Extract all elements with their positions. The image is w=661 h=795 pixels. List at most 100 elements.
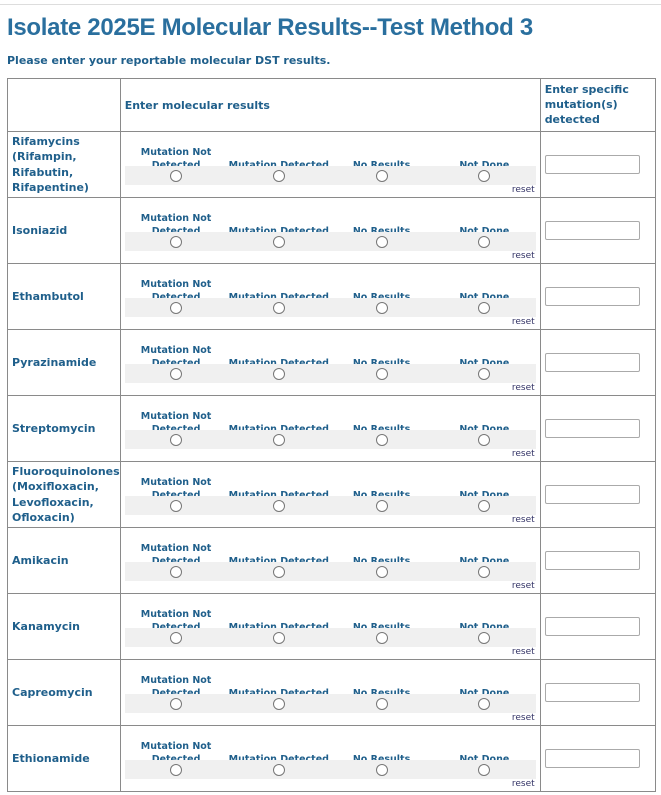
reset-link[interactable]: reset [511,317,535,327]
radio-mutation-detected[interactable] [272,433,285,446]
radio-mutation-detected[interactable] [272,367,285,380]
drug-name: Ethionamide [7,725,121,792]
option-label: No Results [330,466,433,502]
drug-name: Amikacin [7,527,121,594]
radio-mutation-not-detected[interactable] [170,433,183,446]
table-row: Pyrazinamide Mutation Not Detected Mutati… [7,329,657,396]
radio-no-results[interactable] [375,235,388,248]
radio-no-results[interactable] [375,697,388,710]
radio-not-done[interactable] [478,565,491,578]
header-mutations: Enter specific mutation(s) detected [539,78,657,132]
radio-not-done[interactable] [478,301,491,314]
result-options: Mutation Not DetectedMutation DetectedNo… [119,263,541,330]
mutation-input[interactable] [544,419,640,438]
radio-mutation-not-detected[interactable] [170,763,183,776]
option-label: No Results [330,400,433,436]
radio-no-results[interactable] [375,565,388,578]
radio-no-results[interactable] [375,763,388,776]
option-label: No Results [330,334,433,370]
reset-link[interactable]: reset [511,647,535,657]
mutation-cell [539,329,657,396]
radio-not-done[interactable] [478,631,491,644]
mutation-cell [539,659,657,726]
radio-no-results[interactable] [375,367,388,380]
option-label: Mutation Not Detected [140,741,212,765]
result-options: Mutation Not DetectedMutation DetectedNo… [119,395,541,462]
result-options: Mutation Not DetectedMutation DetectedNo… [119,527,541,594]
table-header: Enter molecular results Enter specific m… [7,78,657,132]
table-row: Fluoroquinolones (Moxifloxacin, Levoflox… [7,461,657,528]
radio-not-done[interactable] [478,169,491,182]
radio-mutation-not-detected[interactable] [170,367,183,380]
result-options: Mutation Not DetectedMutation DetectedNo… [119,593,541,660]
option-label: Mutation Detected [227,334,330,370]
radio-mutation-detected[interactable] [272,169,285,182]
mutation-input[interactable] [544,485,640,504]
mutation-input[interactable] [544,287,640,306]
reset-link[interactable]: reset [511,185,535,195]
reset-link[interactable]: reset [511,779,535,789]
top-divider [0,4,661,5]
mutation-cell [539,593,657,660]
reset-link[interactable]: reset [511,449,535,459]
option-label: Mutation Not Detected [140,609,212,633]
radio-no-results[interactable] [375,169,388,182]
option-label: Not Done [433,202,536,238]
radio-mutation-not-detected[interactable] [170,499,183,512]
radio-mutation-detected[interactable] [272,565,285,578]
reset-link[interactable]: reset [511,515,535,525]
mutation-input[interactable] [544,683,640,702]
radio-mutation-detected[interactable] [272,631,285,644]
radio-mutation-not-detected[interactable] [170,169,183,182]
option-label: Mutation Detected [227,730,330,766]
mutation-input[interactable] [544,353,640,372]
radio-not-done[interactable] [478,235,491,248]
mutation-cell [539,263,657,330]
option-label: No Results [330,664,433,700]
reset-link[interactable]: reset [511,383,535,393]
option-label: Not Done [433,400,536,436]
page-title: Isolate 2025E Molecular Results--Test Me… [7,14,533,41]
radio-not-done[interactable] [478,763,491,776]
radio-not-done[interactable] [478,499,491,512]
drug-name: Ethambutol [7,263,121,330]
radio-no-results[interactable] [375,631,388,644]
option-label: Not Done [433,598,536,634]
radio-no-results[interactable] [375,499,388,512]
mutation-cell [539,527,657,594]
radio-mutation-not-detected[interactable] [170,631,183,644]
radio-mutation-not-detected[interactable] [170,235,183,248]
header-empty [7,78,121,132]
mutation-input[interactable] [544,221,640,240]
reset-link[interactable]: reset [511,713,535,723]
mutation-cell [539,395,657,462]
radio-mutation-detected[interactable] [272,235,285,248]
reset-link[interactable]: reset [511,251,535,261]
radio-mutation-not-detected[interactable] [170,697,183,710]
drug-name: Kanamycin [7,593,121,660]
option-label: Not Done [433,730,536,766]
option-label: Mutation Detected [227,466,330,502]
mutation-input[interactable] [544,155,640,174]
option-label: Mutation Not Detected [140,477,212,501]
radio-mutation-not-detected[interactable] [170,565,183,578]
radio-not-done[interactable] [478,697,491,710]
radio-mutation-detected[interactable] [272,499,285,512]
radio-no-results[interactable] [375,301,388,314]
radio-not-done[interactable] [478,367,491,380]
reset-link[interactable]: reset [511,581,535,591]
mutation-input[interactable] [544,617,640,636]
mutation-input[interactable] [544,551,640,570]
result-options: Mutation Not Detected Mutation DetectedNo… [119,461,541,528]
radio-mutation-not-detected[interactable] [170,301,183,314]
table-row: Rifamycins (Rifampin, Rifabutin, Rifapen… [7,131,657,198]
radio-not-done[interactable] [478,433,491,446]
radio-no-results[interactable] [375,433,388,446]
mutation-input[interactable] [544,749,640,768]
radio-mutation-detected[interactable] [272,301,285,314]
table-row: Capreomycin Mutation Not Detected Mutatio… [7,659,657,726]
radio-mutation-detected[interactable] [272,763,285,776]
option-label: No Results [330,268,433,304]
radio-mutation-detected[interactable] [272,697,285,710]
option-label: Not Done [433,664,536,700]
